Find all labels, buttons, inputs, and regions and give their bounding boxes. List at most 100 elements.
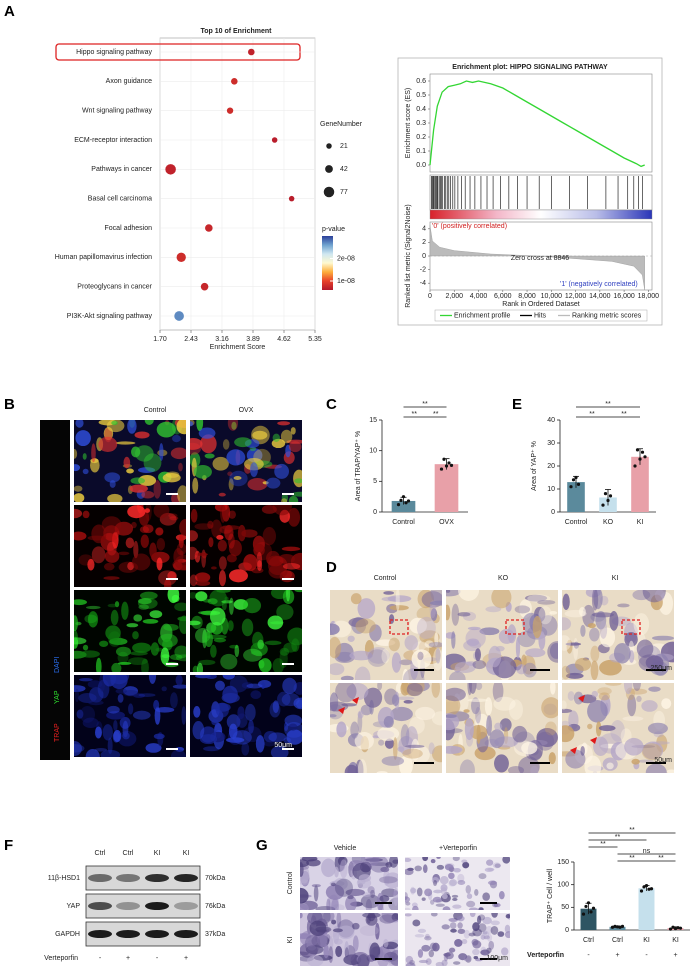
texture (428, 742, 435, 755)
texture (452, 961, 461, 965)
texture (352, 922, 360, 930)
x-tick-label: 12,000 (565, 293, 587, 300)
micrograph (74, 420, 186, 502)
texture (591, 590, 599, 611)
texture (409, 959, 415, 966)
texture (144, 508, 150, 513)
blot-band (174, 902, 198, 910)
treatment-sign: + (126, 955, 130, 962)
texture (74, 741, 82, 757)
texture (466, 893, 473, 900)
texture (282, 677, 297, 694)
y-tick-label: 0 (551, 509, 555, 516)
texture (490, 925, 499, 935)
texture (417, 590, 435, 609)
y-tick-label: PI3K-Akt signaling pathway (67, 313, 153, 320)
legend-dot (325, 165, 333, 173)
texture (446, 604, 451, 621)
column-label: Vehicle (334, 845, 357, 852)
texture (260, 682, 266, 689)
texture (206, 634, 227, 640)
y-tick-label: Proteoglycans in cancer (77, 284, 152, 291)
texture (475, 706, 481, 724)
texture (91, 524, 107, 544)
texture (505, 914, 510, 919)
texture (403, 668, 425, 680)
treatment-sign: + (673, 952, 677, 959)
texture (174, 645, 186, 659)
texture (149, 610, 163, 619)
texture (222, 439, 230, 450)
texture (103, 562, 115, 571)
texture (337, 925, 355, 940)
texture (544, 721, 557, 736)
texture (395, 590, 400, 611)
dot (174, 311, 184, 321)
texture (315, 905, 336, 910)
y-tick-label: 20 (547, 463, 555, 470)
data-point (444, 464, 449, 468)
texture (567, 691, 575, 701)
significance-label: ** (621, 411, 627, 418)
legend-title: GeneNumber (320, 121, 363, 128)
texture (463, 955, 471, 962)
texture (417, 651, 424, 661)
y-tick-label: 0.1 (416, 148, 426, 155)
dot (176, 252, 186, 262)
blot-band (116, 902, 140, 910)
texture (117, 661, 132, 665)
texture (562, 700, 567, 710)
texture (153, 699, 160, 711)
data-point (406, 499, 411, 503)
data-point (576, 482, 581, 486)
texture (402, 748, 423, 759)
texture (527, 594, 551, 603)
texture (391, 919, 398, 923)
texture (446, 687, 466, 702)
texture (345, 895, 357, 910)
texture (248, 719, 254, 734)
texture (383, 716, 394, 728)
data-point (404, 501, 408, 505)
texture (573, 637, 579, 660)
texture (114, 521, 134, 536)
texture (227, 620, 234, 632)
texture (337, 857, 348, 867)
texture (474, 648, 481, 662)
texture (440, 884, 448, 892)
texture (102, 675, 117, 687)
texture (418, 959, 429, 964)
texture (429, 600, 442, 606)
column-label: KI (612, 575, 619, 582)
texture (123, 686, 138, 696)
texture (190, 508, 198, 523)
data-point (640, 450, 645, 454)
texture (148, 675, 157, 684)
blot-band (145, 874, 169, 882)
texture (357, 954, 370, 966)
texture (383, 938, 389, 948)
texture (484, 867, 494, 873)
texture (149, 542, 157, 559)
texture (330, 663, 345, 676)
texture (138, 604, 149, 610)
texture (328, 946, 334, 963)
micrograph (300, 913, 398, 966)
texture (336, 721, 347, 738)
texture (205, 675, 217, 680)
texture (642, 741, 664, 760)
texture (330, 701, 349, 712)
texture (118, 551, 130, 556)
protein-label: YAP (67, 903, 81, 910)
texture (453, 867, 461, 873)
texture (457, 928, 466, 934)
texture (173, 548, 184, 566)
texture (246, 683, 263, 689)
treatment-sign: - (156, 955, 159, 962)
texture (159, 512, 177, 526)
texture (177, 485, 186, 502)
y-axis-label: Enrichment score (ES) (405, 88, 412, 158)
texture (335, 683, 357, 703)
texture (458, 590, 480, 601)
texture (435, 647, 441, 664)
